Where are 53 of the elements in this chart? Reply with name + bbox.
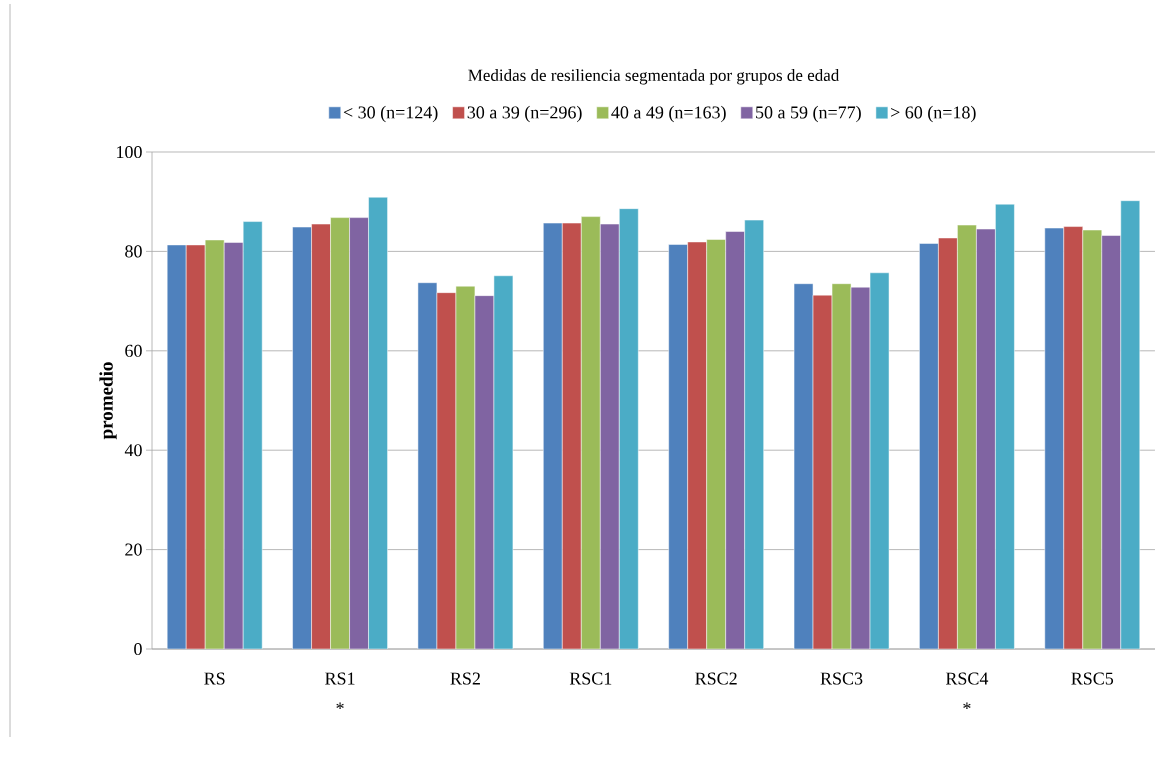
x-tick-label: RS2: [450, 672, 480, 685]
y-tick-label: 80: [125, 245, 142, 258]
y-tick-label: 0: [134, 642, 142, 656]
y-tick-label: 20: [125, 543, 142, 556]
bar: [311, 224, 331, 649]
text: *: [336, 702, 344, 710]
bar: [1044, 227, 1065, 649]
bar: [186, 244, 206, 649]
x-tick-label: RSC2: [695, 672, 737, 685]
bar: [330, 217, 350, 649]
bar: [1101, 235, 1122, 649]
legend-label: 40 a 49 (n=163): [611, 105, 726, 123]
bar: [725, 231, 745, 649]
x-tick-label: RS: [204, 672, 225, 685]
bar: [706, 239, 726, 649]
bar: [224, 242, 244, 649]
bar: [368, 197, 388, 649]
bar: [976, 229, 996, 649]
bar: [919, 243, 939, 649]
y-axis-title: promedio: [99, 362, 117, 440]
text: *: [963, 702, 971, 710]
x-tick-label: RSC3: [820, 672, 863, 685]
bar: [581, 216, 601, 649]
x-tick-label: RSC4: [945, 672, 989, 685]
bar: [543, 223, 563, 649]
legend-label: 50 a 59 (n=77): [756, 105, 861, 123]
bar: [167, 244, 187, 649]
bar: [938, 237, 958, 649]
bar: [292, 227, 312, 649]
bar: [1082, 229, 1103, 649]
bar: [619, 208, 639, 649]
bar: [1120, 200, 1141, 649]
chart-title: Medidas de resiliencia segmentada por grupos de edad: [468, 69, 840, 85]
bar: [205, 239, 225, 649]
bar: [687, 241, 707, 649]
bar: [349, 217, 369, 649]
legend-label: 30 a 39 (n=296): [467, 105, 582, 123]
x-tick-label: RS1: [325, 672, 355, 685]
bar: [243, 221, 263, 649]
y-tick-label: 40: [124, 444, 142, 457]
bar: [562, 223, 582, 649]
y-tick-label: 100: [117, 145, 142, 159]
x-tick-label: RSC5: [1071, 672, 1114, 685]
bar: [668, 244, 688, 649]
bar: [744, 220, 764, 649]
bar: [957, 225, 977, 649]
x-tick-label: RSC1: [569, 672, 612, 685]
bar: [995, 204, 1015, 649]
bar: [1063, 226, 1084, 649]
bar: [600, 224, 620, 649]
legend-label: > 60 (n=18): [891, 105, 976, 123]
y-tick-label: 60: [125, 344, 142, 357]
legend-label: < 30 (n=124): [343, 105, 438, 123]
